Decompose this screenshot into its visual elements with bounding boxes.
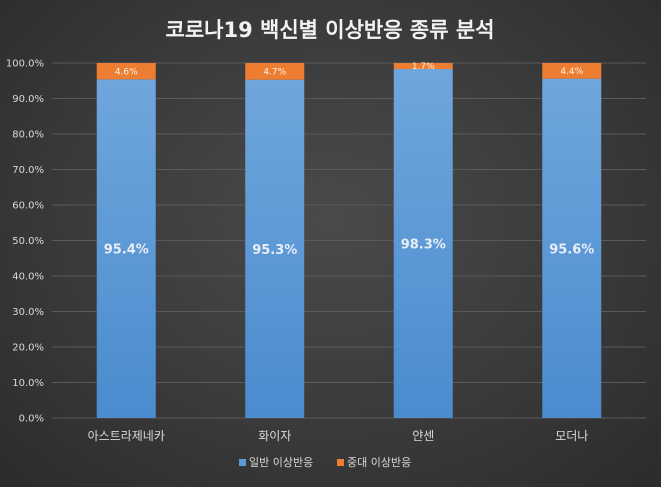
x-category-label: 화이자 (258, 429, 291, 443)
x-axis-categories: 아스트라제네카 화이자 얀센 모더나 (88, 429, 589, 443)
x-category-label: 아스트라제네카 (88, 429, 165, 443)
x-category-label: 모더나 (555, 429, 588, 443)
y-tick-label: 70.0% (12, 165, 44, 176)
bar-general (393, 69, 453, 418)
legend-label: 일반 이상반응 (249, 455, 313, 469)
y-tick-label: 60.0% (12, 201, 44, 212)
y-tick-label: 40.0% (12, 272, 44, 283)
bars (96, 63, 602, 419)
y-tick-label: 90.0% (12, 94, 44, 105)
y-tick-label: 80.0% (12, 130, 44, 141)
bar-general (542, 78, 602, 419)
y-tick-label: 10.0% (12, 378, 44, 389)
data-label-general: 95.3% (252, 243, 297, 258)
y-axis-ticks: 0.0% 10.0% 20.0% 30.0% 40.0% 50.0% 60.0% 70.0% 8… (6, 59, 44, 425)
data-label-serious: 1.7% (412, 62, 435, 72)
legend-swatch (239, 459, 246, 466)
data-labels: 95.4% 4.6% 95.3% 4.7% 98.3% 1.7% 95.6% 4.4% (104, 62, 595, 258)
bar-serious (245, 63, 305, 80)
bar-serious (542, 63, 602, 79)
data-label-serious: 4.4% (560, 67, 583, 77)
y-tick-label: 100.0% (6, 59, 44, 70)
y-tick-label: 50.0% (12, 236, 44, 247)
y-tick-label: 0.0% (19, 414, 44, 425)
bar-general (245, 79, 305, 418)
chart-title: 코로나19 백신별 이상반응 종류 분석 (166, 18, 495, 42)
x-category-label: 얀센 (412, 429, 434, 443)
data-label-general: 95.4% (104, 243, 149, 258)
data-label-serious: 4.7% (263, 68, 286, 78)
data-label-serious: 4.6% (115, 67, 138, 77)
bar-general (96, 79, 156, 418)
legend: 일반 이상반응 중대 이상반응 (239, 455, 411, 469)
y-tick-label: 30.0% (12, 307, 44, 318)
data-label-general: 98.3% (401, 238, 446, 253)
data-label-general: 95.6% (549, 242, 594, 257)
y-tick-label: 20.0% (12, 343, 44, 354)
legend-label: 중대 이상반응 (347, 456, 411, 469)
legend-swatch (337, 459, 344, 466)
bar-serious (393, 63, 453, 70)
bar-serious (96, 63, 156, 80)
